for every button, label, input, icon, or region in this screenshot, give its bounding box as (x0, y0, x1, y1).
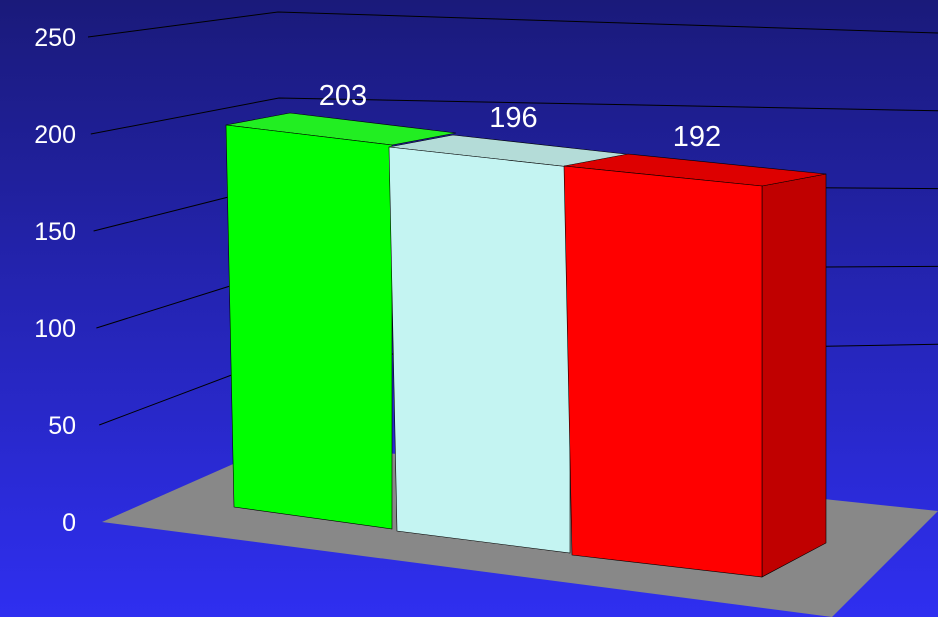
gridline (90, 97, 938, 135)
y-tick-label: 50 (48, 412, 76, 440)
bar (563, 153, 827, 578)
bar-front (563, 165, 763, 578)
y-axis: 0 50 100 150 200 250 (34, 24, 76, 537)
gridline (87, 11, 938, 38)
bars (225, 112, 827, 578)
bar-front (225, 124, 393, 530)
data-labels: 203 196 192 (319, 80, 721, 153)
bar-side (761, 173, 827, 578)
y-tick-label: 200 (34, 121, 76, 149)
y-tick-label: 150 (34, 218, 76, 246)
data-label: 203 (319, 80, 367, 112)
data-label: 196 (489, 102, 537, 134)
bar (225, 112, 457, 530)
data-label: 192 (673, 121, 721, 153)
y-tick-label: 0 (62, 509, 76, 537)
y-tick-label: 100 (34, 315, 76, 343)
y-tick-label: 250 (34, 24, 76, 52)
bar (388, 134, 635, 554)
bar-front (388, 146, 571, 554)
